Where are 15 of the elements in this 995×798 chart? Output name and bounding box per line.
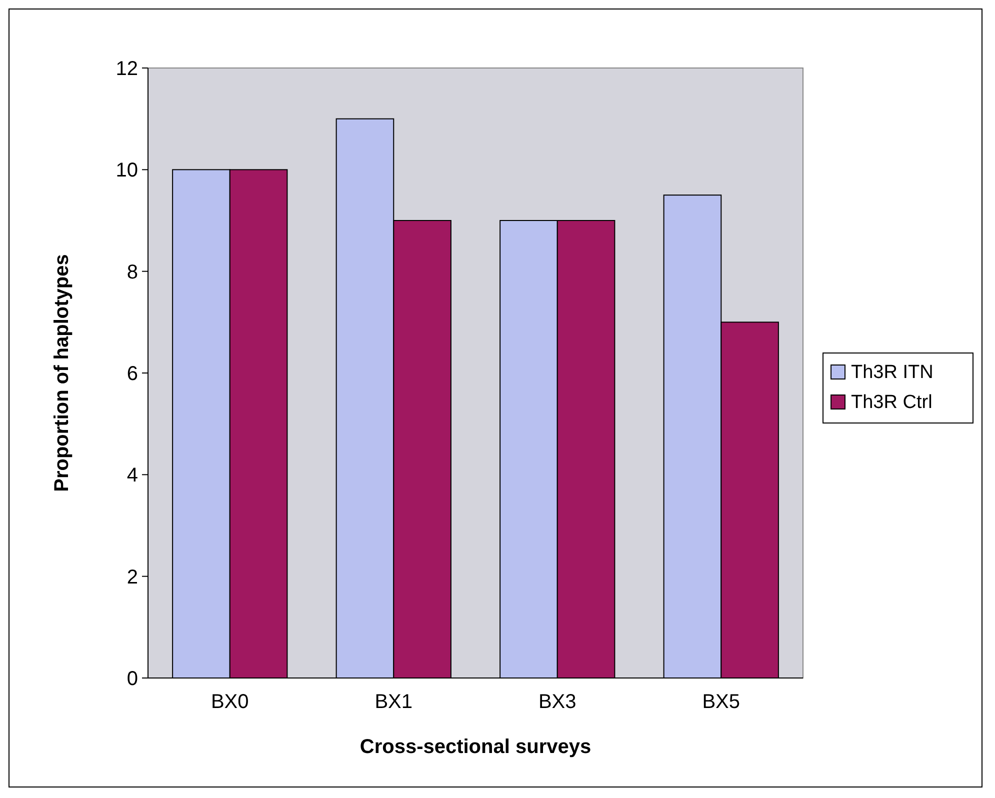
x-tick-label: BX1: [374, 691, 413, 713]
legend-label: Th3R ITN: [851, 362, 934, 383]
x-tick-label: BX0: [210, 691, 249, 713]
y-tick-label: 12: [116, 58, 138, 80]
y-tick-label: 6: [126, 363, 138, 385]
y-axis-title: Proportion of haplotypes: [51, 254, 73, 492]
x-tick-label: BX5: [702, 691, 740, 713]
y-tick-label: 4: [126, 464, 138, 487]
y-tick-label: 2: [126, 566, 138, 588]
x-tick-label: BX3: [538, 691, 576, 713]
x-axis-title: Cross-sectional surveys: [360, 736, 592, 758]
legend-label: Th3R Ctrl: [851, 392, 932, 413]
y-tick-label: 10: [116, 160, 138, 182]
y-tick-label: 8: [126, 261, 138, 284]
y-tick-label: 0: [126, 668, 138, 690]
